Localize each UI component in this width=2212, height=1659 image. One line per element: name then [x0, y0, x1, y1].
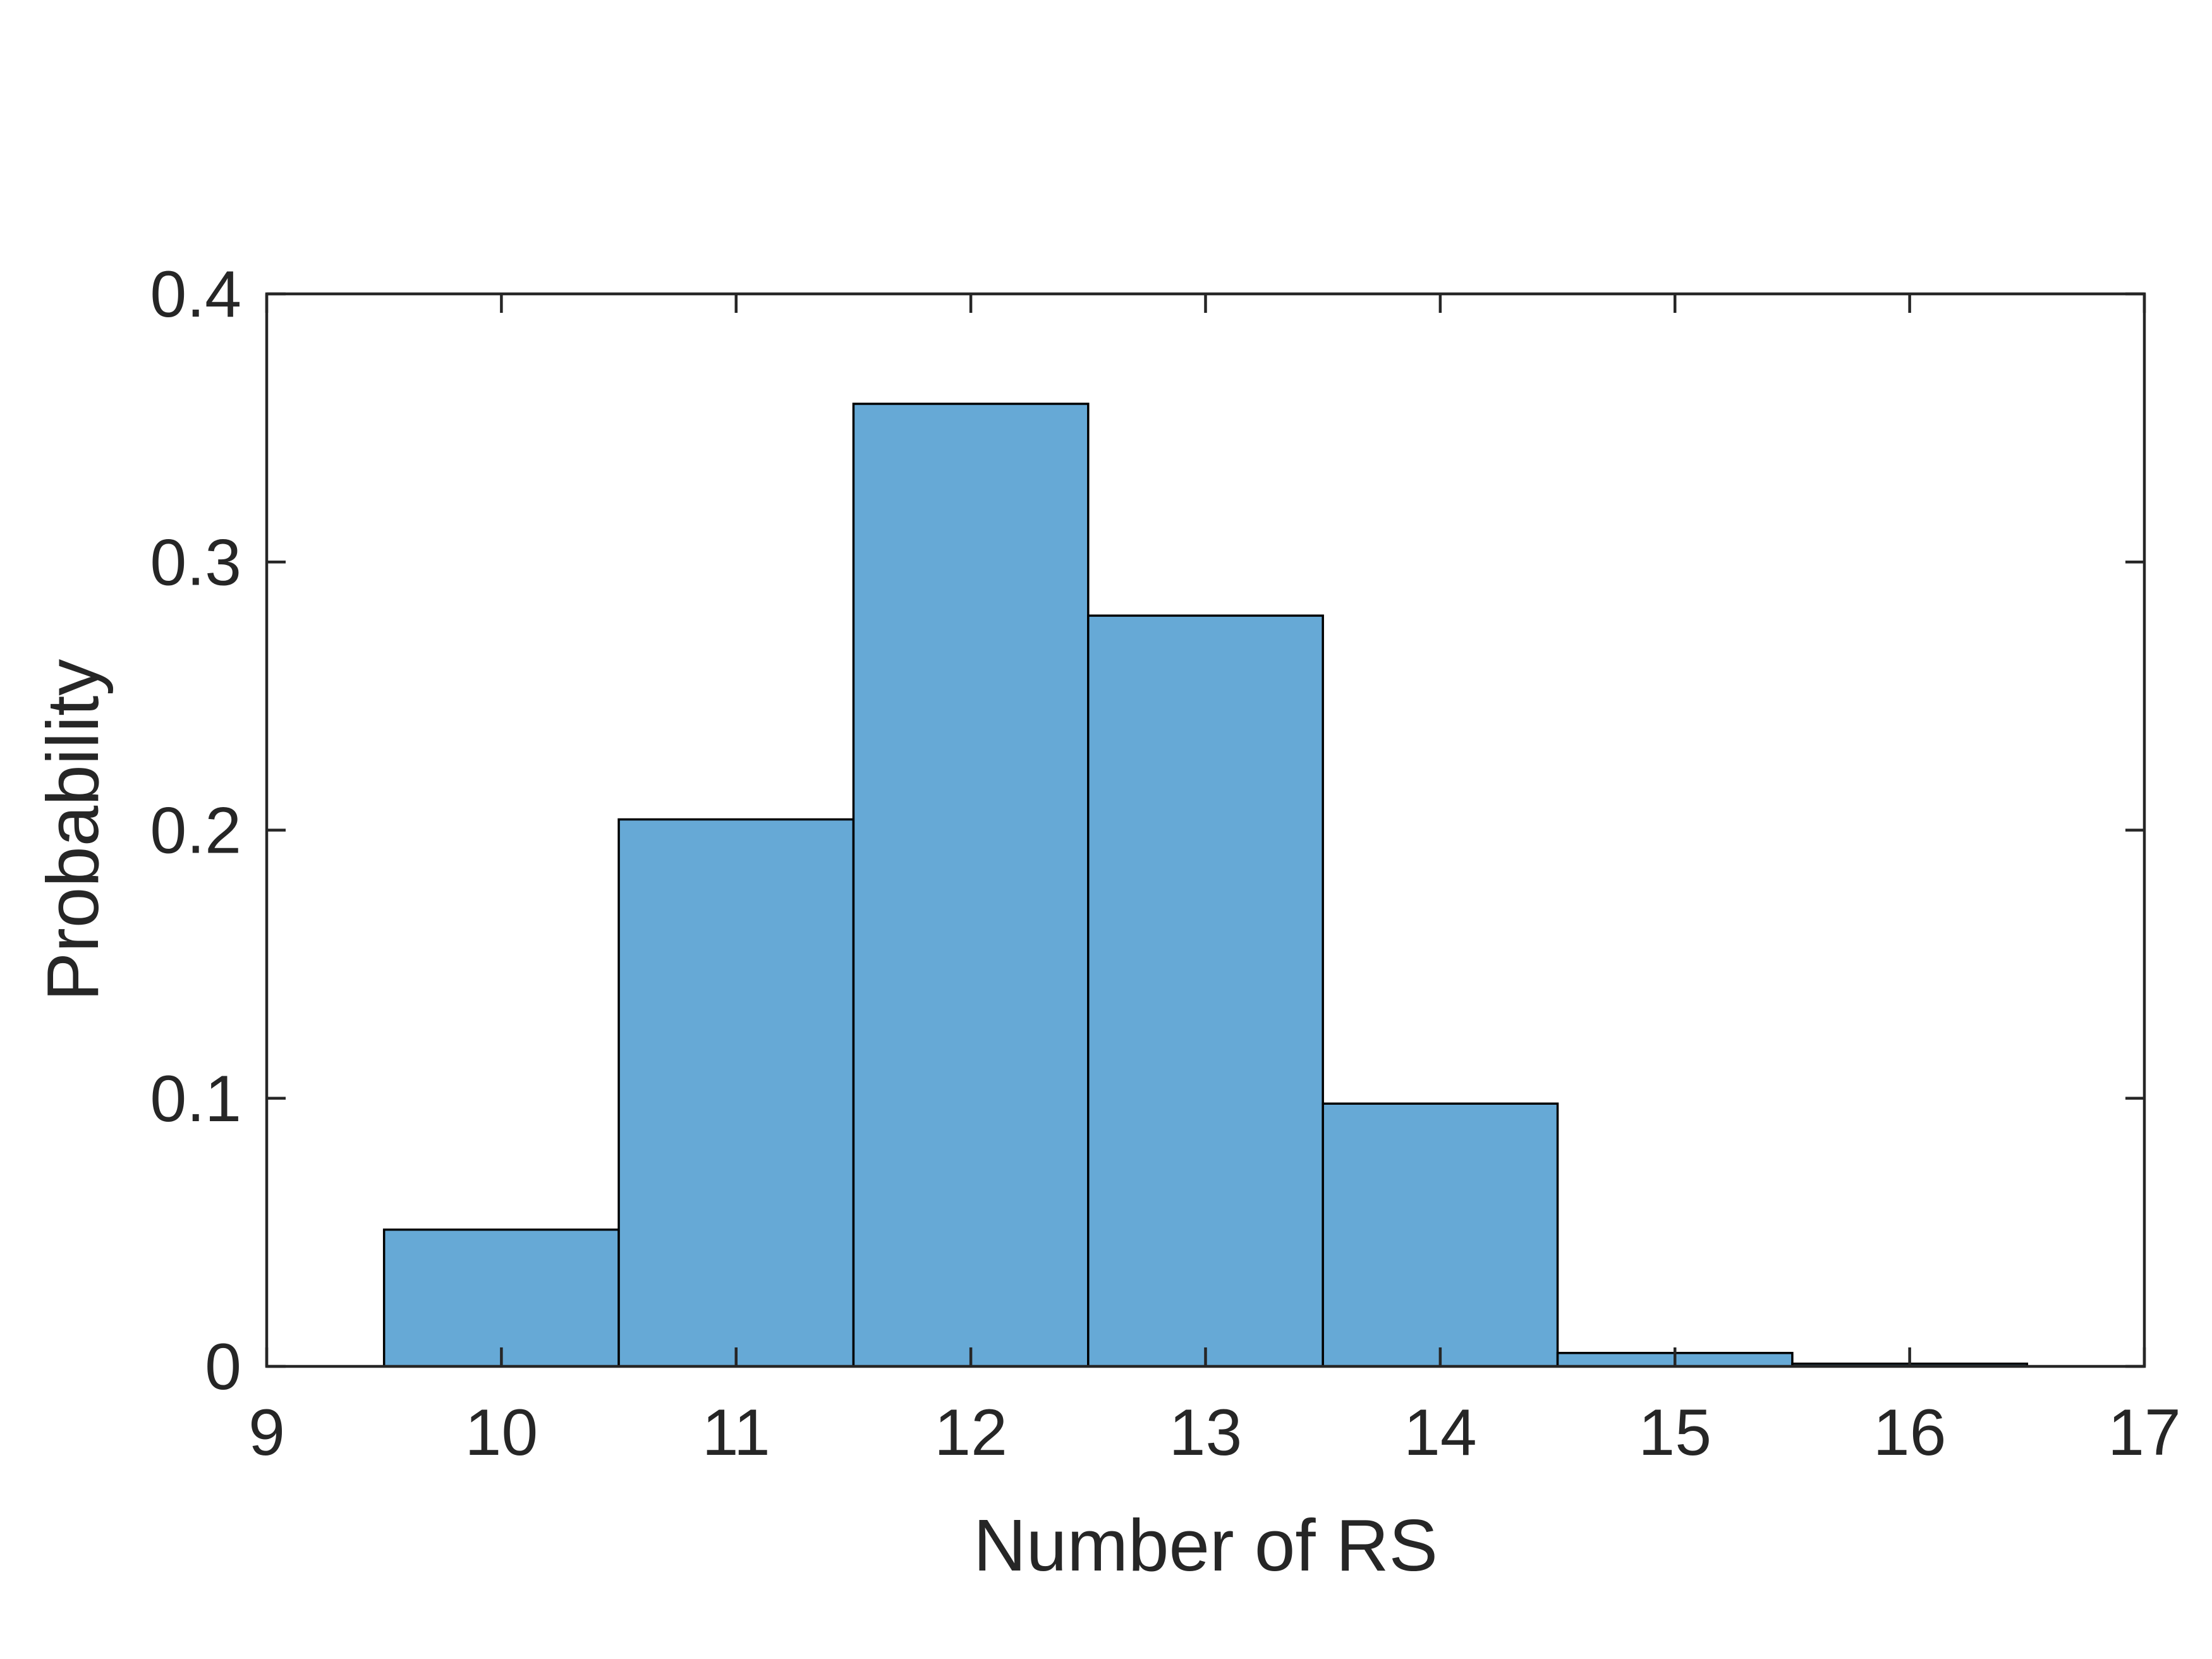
x-tick-label: 9 [248, 1396, 285, 1469]
x-tick-label: 17 [2108, 1396, 2181, 1469]
x-tick-label: 16 [1873, 1396, 1947, 1469]
histogram-bar-12 [852, 403, 1090, 1368]
x-axis-label: Number of RS [973, 1504, 1438, 1586]
y-axis-label: Probability [32, 659, 114, 1002]
ticks-layer [265, 292, 2146, 1368]
histogram-bar-14 [1322, 1102, 1559, 1368]
bars-layer [382, 403, 2029, 1368]
histogram-bar-11 [617, 818, 855, 1368]
x-tick-label: 15 [1638, 1396, 1711, 1469]
x-tick-label: 11 [702, 1396, 770, 1469]
x-tick-label: 10 [465, 1396, 538, 1469]
x-tick-label: 13 [1169, 1396, 1243, 1469]
y-tick-label: 0.1 [150, 1062, 241, 1136]
histogram-bar-13 [1087, 614, 1324, 1368]
y-tick-label: 0 [205, 1330, 241, 1404]
histogram-bar-10 [382, 1228, 620, 1368]
x-tick-label: 12 [934, 1396, 1007, 1469]
y-tick-label: 0.3 [150, 526, 241, 599]
x-tick-label: 14 [1404, 1396, 1477, 1469]
y-tick-label: 0.4 [150, 258, 241, 331]
y-tick-label: 0.2 [150, 794, 241, 868]
tick-labels-layer: 9 10 11 12 13 14 15 16 17 0 0.1 0.2 0.3 0.4 [150, 258, 2180, 1469]
